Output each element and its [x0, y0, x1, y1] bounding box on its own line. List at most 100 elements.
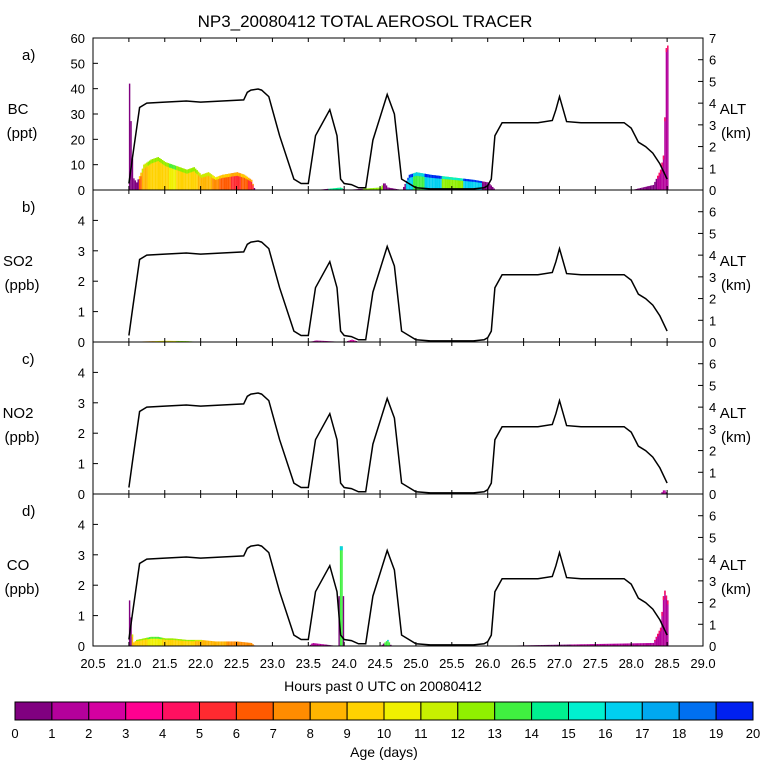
- tracer-bar: [647, 643, 649, 646]
- tracer-bar: [217, 176, 220, 190]
- alt-tick-label: 4: [709, 96, 716, 111]
- alt-tick-label: 6: [709, 357, 716, 372]
- y-tick-label: 40: [71, 82, 85, 97]
- tracer-bar: [171, 340, 174, 342]
- tracer-bar-cap: [423, 173, 425, 177]
- tracer-bar-cap: [431, 174, 434, 178]
- panel-no2: 0 1 2 3 4 0 1 2 3 4 5 6 c) NO2 (ppb) ALT (km): [3, 341, 751, 502]
- tracer-bar: [460, 178, 462, 190]
- x-tick-label: 29.0: [690, 656, 715, 671]
- tracer-bar: [440, 175, 442, 190]
- tracer-bar-cap: [659, 627, 662, 632]
- tracer-bar: [180, 167, 182, 190]
- tracer-bar-cap: [471, 179, 474, 182]
- tracer-bar: [664, 117, 666, 190]
- tracer-bar: [222, 174, 224, 190]
- x-tick-label: 26.0: [475, 656, 500, 671]
- tracer-bar-cap: [461, 178, 464, 181]
- tracer-bar: [664, 490, 666, 494]
- alt-tick-label: 0: [709, 183, 716, 198]
- colorbar-tick-label: 6: [233, 726, 240, 741]
- tracer-bar: [390, 187, 392, 190]
- tracer-bar: [212, 175, 214, 190]
- tracer-bar-cap: [199, 639, 201, 642]
- tracer-bar-cap: [164, 162, 167, 167]
- tracer-bar: [210, 640, 213, 646]
- tracer-bar: [332, 188, 335, 190]
- tracer-bar-cap: [438, 175, 441, 179]
- x-tick-label: 22.5: [224, 656, 249, 671]
- tracer-bar: [250, 642, 253, 646]
- tracer-bar: [160, 159, 162, 190]
- tracer-bar: [384, 642, 386, 646]
- panel-alt-unit: (km): [721, 429, 751, 446]
- tracer-bar-cap: [171, 638, 174, 640]
- colorbar-tick-label: 20: [746, 726, 760, 741]
- tracer-bar: [392, 188, 395, 190]
- y-tick-label: 20: [71, 132, 85, 147]
- tracer-bar-cap: [459, 178, 461, 181]
- tracer-bar: [471, 179, 474, 190]
- tracer-bar-cap: [474, 180, 477, 183]
- tracer-bar: [464, 178, 467, 190]
- tracer-bar: [250, 179, 253, 190]
- panel-bc: 0 10 20 30 40 50 60 0 1 2 3 4 5 6 7 a) BC (ppt) ALT (km): [7, 31, 751, 198]
- tracer-bar: [438, 175, 441, 190]
- alt-tick-label: 1: [709, 161, 716, 176]
- tracer-bar: [339, 187, 342, 190]
- tracer-bar: [131, 158, 134, 190]
- tracer-bar: [216, 176, 218, 190]
- tracer-bar: [394, 188, 396, 190]
- tracer-bar-cap: [167, 163, 170, 168]
- tracer-bar: [236, 641, 238, 646]
- tracer-bar-cap: [204, 173, 207, 177]
- tracer-bar-cap: [166, 162, 168, 167]
- tracer-bar: [611, 643, 613, 646]
- tracer-bar: [352, 340, 355, 342]
- tracer-bar: [665, 48, 668, 191]
- tracer-bar: [354, 340, 356, 342]
- tracer-bar: [324, 340, 326, 342]
- panel-alt-unit: (km): [721, 125, 751, 142]
- tracer-bar-cap: [217, 176, 220, 180]
- tracer-bar-cap: [147, 637, 149, 640]
- tracer-bar: [144, 638, 147, 646]
- tracer-bar-cap: [187, 639, 190, 642]
- tracer-bar-cap: [476, 180, 478, 183]
- tracer-bar: [137, 639, 139, 646]
- tracer-bar: [662, 596, 665, 646]
- tracer-bar: [545, 644, 547, 646]
- alt-tick-label: 4: [709, 248, 716, 263]
- tracer-bar: [362, 188, 365, 190]
- tracer-bar: [171, 164, 174, 190]
- tracer-bar-cap: [193, 639, 195, 642]
- tracer-bar: [606, 643, 609, 646]
- tracer-bar: [321, 644, 323, 646]
- tracer-bar: [242, 174, 244, 190]
- tracer-bar: [199, 639, 201, 646]
- tracer-bar-cap: [460, 178, 462, 181]
- tracer-bar: [230, 641, 233, 646]
- tracer-bar-cap: [138, 639, 141, 641]
- tracer-bar: [174, 165, 177, 190]
- tracer-bar: [659, 169, 662, 190]
- tracer-bar: [651, 642, 653, 646]
- tracer-bar-cap: [415, 172, 418, 176]
- tracer-bar: [157, 157, 160, 190]
- tracer-bar: [329, 188, 332, 190]
- tracer-bar: [638, 643, 640, 646]
- tracer-bar-cap: [248, 177, 250, 181]
- tracer-bar-cap: [424, 173, 426, 178]
- tracer-bar: [642, 187, 645, 190]
- tracer-bar: [219, 641, 221, 646]
- tracer-bar-cap: [219, 175, 221, 179]
- tracer-bar: [236, 172, 238, 190]
- tracer-bar: [415, 172, 418, 190]
- y-tick-label: 60: [71, 31, 85, 46]
- tracer-bar-cap: [659, 169, 662, 174]
- y-tick-label: 4: [78, 365, 85, 380]
- tracer-bar-cap: [176, 638, 178, 641]
- tracer-bar: [186, 639, 188, 646]
- tracer-bar-cap: [444, 176, 447, 180]
